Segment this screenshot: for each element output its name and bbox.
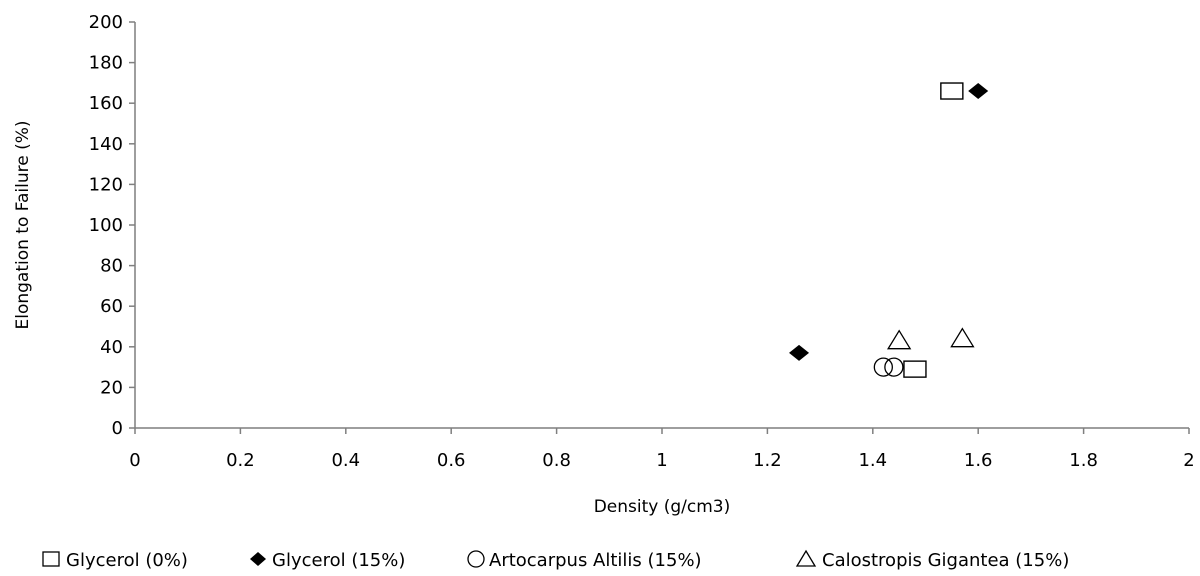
x-axis-ticks: 0 0.2 0.4 0.6 0.8 1 1.2 1.4 1.6 1.8 2: [129, 428, 1195, 471]
y-tick-label: 80: [100, 256, 123, 277]
x-tick-label: 1: [656, 450, 667, 471]
y-axis-title: Elongation to Failure (%): [13, 120, 33, 329]
plot-area: [134, 22, 1189, 429]
legend-label-artocarpus: Artocarpus Altilis (15%): [489, 550, 702, 571]
x-tick-label: 0.4: [331, 450, 360, 471]
y-tick-label: 160: [89, 93, 123, 114]
x-tick-label: 1.6: [964, 450, 993, 471]
y-tick-label: 100: [89, 215, 123, 236]
x-tick-label: 0.6: [437, 450, 466, 471]
point-calostropis: [886, 329, 912, 350]
y-tick-label: 60: [100, 296, 123, 317]
legend-item-glycerol-15: Glycerol (15%): [250, 550, 405, 571]
x-tick-label: 1.2: [753, 450, 782, 471]
diamond-marker-icon: [250, 552, 266, 566]
y-tick-label: 0: [112, 418, 123, 439]
x-tick-label: 0.8: [542, 450, 571, 471]
legend-item-artocarpus: Artocarpus Altilis (15%): [467, 550, 702, 571]
point-calostropis: [950, 327, 975, 348]
y-tick-label: 40: [100, 337, 123, 358]
legend: Glycerol (0%) Glycerol (15%) Artocarpus …: [42, 549, 1069, 571]
legend-item-calostropis: Calostropis Gigantea (15%): [795, 549, 1069, 571]
triangle-marker-icon: [795, 549, 817, 567]
legend-label-glycerol-0: Glycerol (0%): [66, 550, 188, 571]
point-glycerol-0: [940, 82, 964, 100]
y-tick-label: 20: [100, 377, 123, 398]
point-artocarpus: [873, 357, 893, 377]
x-tick-label: 1.8: [1069, 450, 1098, 471]
y-tick-label: 180: [89, 53, 123, 74]
data-points: [789, 82, 989, 378]
x-tick-label: 2: [1183, 450, 1194, 471]
legend-label-glycerol-15: Glycerol (15%): [272, 550, 405, 571]
point-artocarpus: [884, 357, 904, 377]
x-tick-label: 1.4: [858, 450, 887, 471]
x-tick-label: 0: [129, 450, 140, 471]
legend-item-glycerol-0: Glycerol (0%): [42, 550, 188, 571]
point-glycerol-15: [968, 83, 989, 100]
square-marker-icon: [42, 551, 60, 567]
y-tick-label: 200: [89, 12, 123, 33]
point-glycerol-0: [903, 360, 927, 378]
y-axis-ticks: 0 20 40 60 80 100 120 140 160 180 200: [89, 12, 135, 439]
y-tick-label: 120: [89, 174, 123, 195]
point-glycerol-15: [789, 344, 810, 361]
legend-label-calostropis: Calostropis Gigantea (15%): [822, 550, 1069, 571]
y-tick-label: 140: [89, 134, 123, 155]
circle-marker-icon: [467, 550, 485, 568]
x-tick-label: 0.2: [226, 450, 255, 471]
x-axis-title: Density (g/cm3): [594, 497, 731, 517]
